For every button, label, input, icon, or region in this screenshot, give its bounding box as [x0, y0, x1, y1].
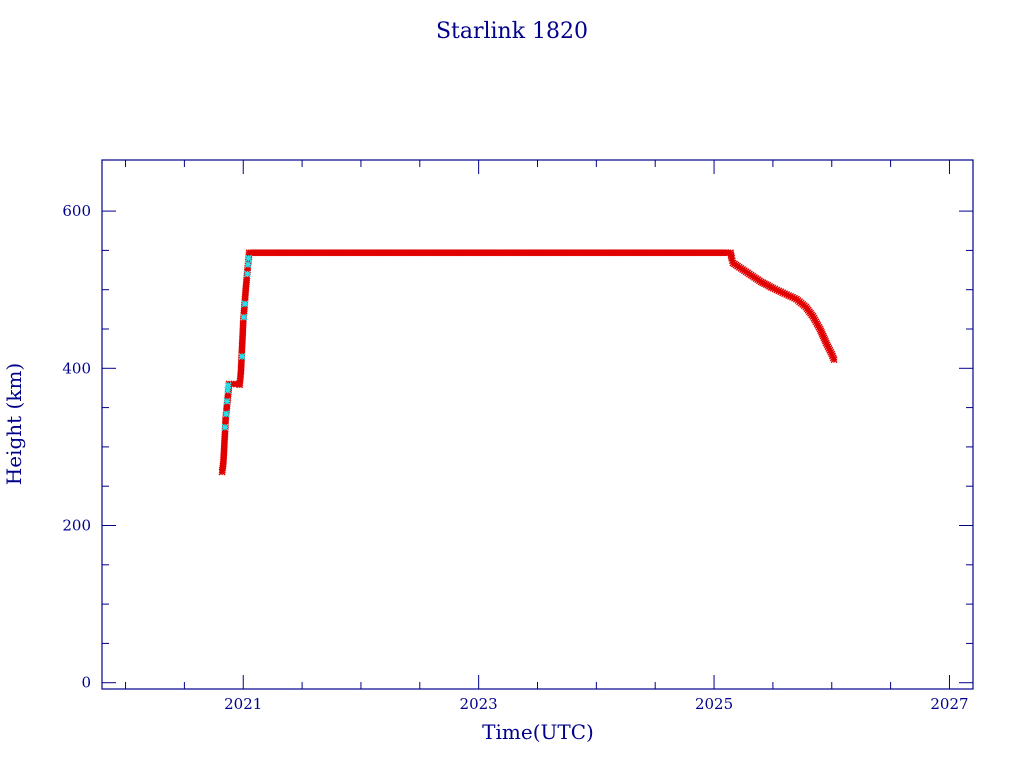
data-points	[218, 249, 838, 476]
data-point	[243, 270, 251, 278]
data-point	[244, 261, 252, 269]
axis-ticks	[102, 160, 973, 689]
data-point	[238, 353, 246, 361]
x-axis-label: Time(UTC)	[482, 720, 594, 744]
x-tick-label: 2025	[695, 695, 733, 713]
y-tick-label: 200	[62, 517, 91, 535]
data-point	[222, 410, 230, 418]
data-point	[830, 356, 838, 364]
chart-title: Starlink 1820	[436, 19, 588, 44]
x-tick-label: 2027	[930, 695, 968, 713]
x-tick-label: 2021	[224, 695, 262, 713]
x-tick-labels: 2021 2023 2025 2027	[224, 695, 968, 713]
y-tick-label: 600	[62, 202, 91, 220]
data-point	[241, 300, 249, 308]
x-tick-label: 2023	[460, 695, 498, 713]
data-point	[245, 254, 253, 262]
plot-frame	[101, 159, 974, 690]
data-point	[224, 382, 232, 390]
data-point	[223, 397, 231, 405]
y-tick-labels: 0 200 400 600	[62, 202, 91, 692]
y-tick-label: 400	[62, 359, 91, 377]
y-tick-label: 0	[81, 674, 91, 692]
data-point	[221, 423, 229, 431]
y-axis-label: Height (km)	[2, 363, 26, 485]
data-point	[240, 313, 248, 321]
